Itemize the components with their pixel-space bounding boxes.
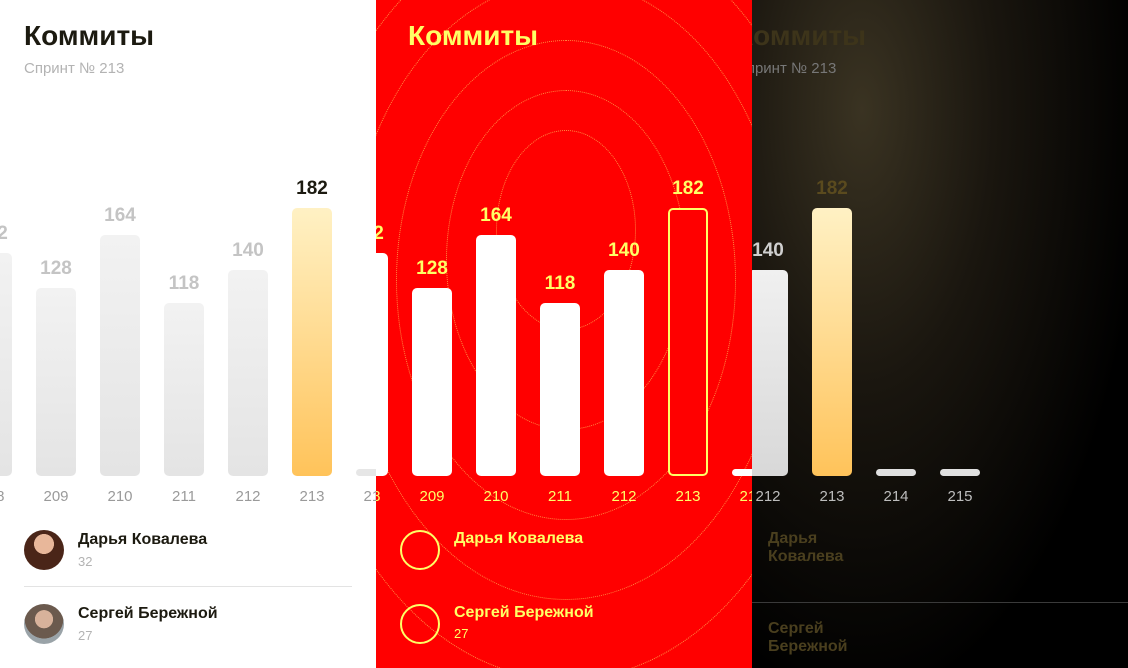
page-title: Коммиты [408, 20, 539, 51]
bar-value-211: 118 [544, 273, 576, 294]
bar-label-212: 212 [611, 488, 637, 505]
bar-value-208: 152 [0, 223, 8, 244]
bar-209[interactable] [412, 288, 452, 476]
user-name: Сергей Бережной [454, 604, 594, 621]
bar-label-208: 208 [376, 488, 381, 505]
bar-label-209: 209 [419, 488, 445, 505]
bar-211[interactable] [164, 303, 204, 476]
bar-label-213: 213 [675, 488, 701, 505]
bar-label-215: 215 [947, 488, 973, 505]
bar-215[interactable] [940, 469, 980, 476]
light-theme-panel: Коммиты Спринт № 213 152 208 128 209 164 210 1… [0, 0, 376, 668]
bar-label-214: 214 [739, 488, 752, 505]
page-subtitle: Спринт № 213 [752, 60, 837, 77]
divider [24, 586, 352, 587]
bar-208[interactable] [0, 253, 12, 476]
avatar [24, 604, 64, 644]
bar-213[interactable] [812, 208, 852, 476]
bar-210[interactable] [476, 235, 516, 476]
ring [396, 40, 736, 520]
commits-chart: 1522081282091642101182111402121822132142… [0, 0, 376, 520]
divider [752, 602, 1128, 603]
bar-213[interactable] [292, 208, 332, 476]
bar-value-211: 118 [168, 273, 200, 294]
bar-value-208: 152 [376, 223, 384, 244]
bar-209[interactable] [36, 288, 76, 476]
bar-label-212: 212 [235, 488, 261, 505]
bar-label-214: 214 [883, 488, 909, 505]
bar-208[interactable] [376, 253, 388, 476]
bar-212[interactable] [752, 270, 788, 476]
user-commit-count: 27 [78, 628, 93, 643]
dark-theme-panel: Коммиты Спринт № 213 1522081282091642101… [752, 0, 1128, 668]
user-name: Сергей Бережной [768, 620, 848, 655]
bar-value-212: 140 [752, 240, 784, 261]
user-name: Сергей Бережной [78, 605, 218, 622]
bar-label-211: 211 [172, 488, 196, 505]
avatar [400, 604, 440, 644]
bar-211[interactable] [540, 303, 580, 476]
user-commit-count: 27 [454, 626, 469, 641]
user-commit-count: 32 [78, 554, 93, 569]
page-title: Коммиты [24, 20, 155, 51]
bar-value-212: 140 [608, 240, 640, 261]
bar-label-211: 211 [548, 488, 572, 505]
bar-210[interactable] [100, 235, 140, 476]
bar-label-213: 213 [299, 488, 325, 505]
page-title: Коммиты [752, 20, 867, 51]
bar-214[interactable] [732, 469, 752, 476]
user-name: Дарья Ковалева [768, 530, 844, 565]
bar-label-209: 209 [43, 488, 69, 505]
bar-value-213: 182 [296, 178, 328, 199]
avatar [24, 530, 64, 570]
bar-214[interactable] [876, 469, 916, 476]
red-diff-panel: Коммиты 152 208 128 209 164 210 118 211 140 212 18… [376, 0, 752, 668]
bar-212[interactable] [604, 270, 644, 476]
bar-value-213: 182 [816, 178, 848, 199]
bar-value-210: 164 [104, 205, 136, 226]
bar-value-210: 164 [480, 205, 512, 226]
bar-214[interactable] [356, 469, 376, 476]
user-name: Дарья Ковалева [454, 530, 584, 547]
commits-chart: 1522081282091642101182111402121822132142… [752, 0, 1128, 520]
bar-value-209: 128 [416, 258, 448, 279]
commits-chart: 1522081282091642101182111402121822132142… [376, 0, 752, 520]
bar-213[interactable] [668, 208, 708, 476]
ring [376, 0, 752, 600]
bar-212[interactable] [228, 270, 268, 476]
bar-label-212: 212 [755, 488, 781, 505]
user-name: Дарья Ковалева [78, 531, 208, 548]
avatar [400, 530, 440, 570]
bar-value-212: 140 [232, 240, 264, 261]
bar-label-208: 208 [0, 488, 5, 505]
page-subtitle: Спринт № 213 [24, 60, 125, 77]
bar-label-214: 214 [363, 488, 376, 505]
bar-label-213: 213 [819, 488, 845, 505]
bar-label-210: 210 [107, 488, 133, 505]
bar-label-210: 210 [483, 488, 509, 505]
bar-value-209: 128 [40, 258, 72, 279]
bar-value-213: 182 [672, 178, 704, 199]
